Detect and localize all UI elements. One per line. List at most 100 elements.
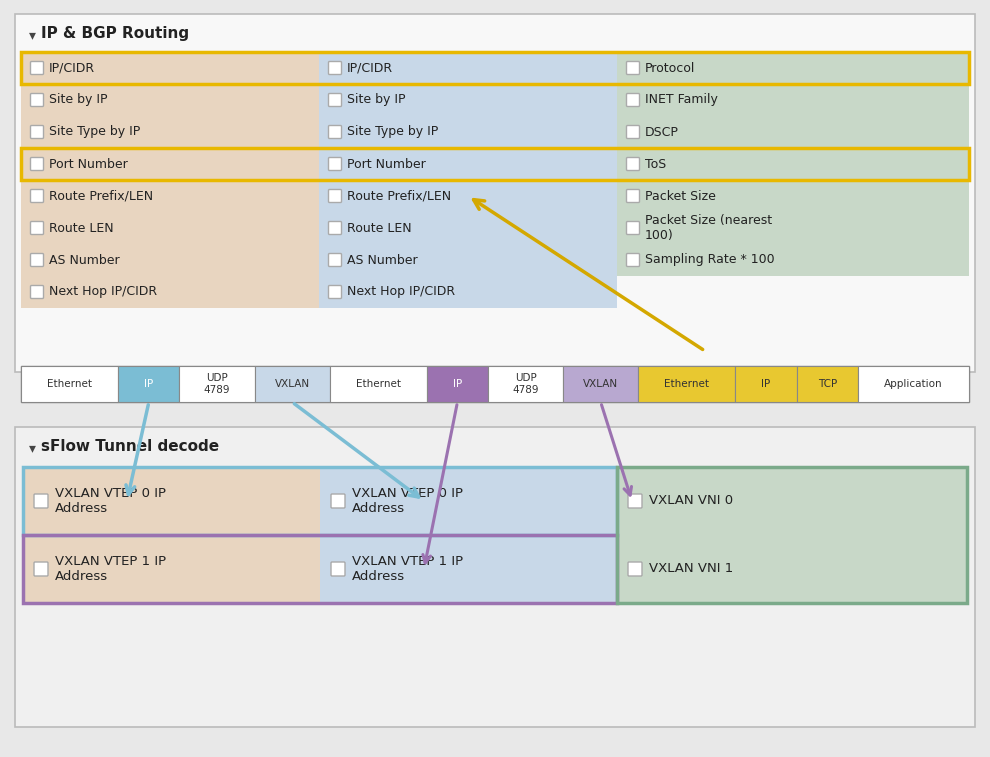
FancyBboxPatch shape	[31, 254, 44, 266]
FancyBboxPatch shape	[329, 126, 342, 139]
FancyBboxPatch shape	[627, 61, 640, 74]
Text: Ethernet: Ethernet	[355, 379, 401, 389]
Text: UDP
4789: UDP 4789	[204, 373, 231, 395]
Text: Ethernet: Ethernet	[664, 379, 709, 389]
Text: sFlow Tunnel decode: sFlow Tunnel decode	[41, 439, 219, 454]
Bar	[23, 535, 617, 603]
FancyBboxPatch shape	[329, 285, 342, 298]
Text: Application: Application	[884, 379, 942, 389]
Text: ▾: ▾	[29, 28, 36, 42]
Text: VXLAN VTEP 1 IP
Address: VXLAN VTEP 1 IP Address	[55, 555, 166, 583]
Text: AS Number: AS Number	[347, 254, 418, 266]
Text: Route Prefix/LEN: Route Prefix/LEN	[49, 189, 153, 203]
Bar	[21, 52, 969, 84]
Text: Site Type by IP: Site Type by IP	[49, 126, 141, 139]
Text: VXLAN VTEP 0 IP
Address: VXLAN VTEP 0 IP Address	[352, 487, 463, 515]
Text: IP: IP	[145, 379, 153, 389]
FancyBboxPatch shape	[627, 189, 640, 203]
FancyBboxPatch shape	[331, 562, 345, 576]
Text: Sampling Rate * 100: Sampling Rate * 100	[645, 254, 774, 266]
Text: VXLAN VTEP 0 IP
Address: VXLAN VTEP 0 IP Address	[55, 487, 166, 515]
Bar	[23, 467, 320, 603]
FancyBboxPatch shape	[329, 222, 342, 235]
Bar	[21, 148, 969, 180]
Bar	[427, 366, 488, 402]
Text: AS Number: AS Number	[49, 254, 120, 266]
Bar	[736, 366, 797, 402]
Bar	[254, 366, 330, 402]
Text: Packet Size: Packet Size	[645, 189, 716, 203]
FancyBboxPatch shape	[31, 285, 44, 298]
Text: VXLAN VNI 0: VXLAN VNI 0	[649, 494, 734, 507]
FancyBboxPatch shape	[627, 254, 640, 266]
Text: IP & BGP Routing: IP & BGP Routing	[41, 26, 189, 41]
Text: Site Type by IP: Site Type by IP	[347, 126, 439, 139]
FancyBboxPatch shape	[627, 222, 640, 235]
Text: Next Hop IP/CIDR: Next Hop IP/CIDR	[347, 285, 455, 298]
Bar	[639, 366, 736, 402]
FancyBboxPatch shape	[34, 494, 48, 508]
Text: Site by IP: Site by IP	[347, 94, 406, 107]
Bar	[21, 366, 969, 402]
Text: IP/CIDR: IP/CIDR	[49, 61, 95, 74]
Text: ToS: ToS	[645, 157, 666, 170]
Bar	[488, 366, 563, 402]
FancyBboxPatch shape	[31, 126, 44, 139]
FancyBboxPatch shape	[329, 254, 342, 266]
Bar	[118, 366, 179, 402]
Bar	[179, 366, 254, 402]
Text: DSCP: DSCP	[645, 126, 679, 139]
FancyBboxPatch shape	[331, 494, 345, 508]
Text: Port Number: Port Number	[49, 157, 128, 170]
Text: VXLAN VNI 1: VXLAN VNI 1	[649, 562, 734, 575]
Text: VXLAN VTEP 1 IP
Address: VXLAN VTEP 1 IP Address	[352, 555, 463, 583]
Bar	[23, 467, 617, 535]
Text: Packet Size (nearest
100): Packet Size (nearest 100)	[645, 214, 772, 242]
FancyBboxPatch shape	[34, 562, 48, 576]
Bar	[320, 467, 617, 603]
FancyBboxPatch shape	[329, 94, 342, 107]
Bar	[617, 467, 967, 603]
FancyBboxPatch shape	[31, 222, 44, 235]
Text: VXLAN: VXLAN	[274, 379, 310, 389]
FancyBboxPatch shape	[627, 157, 640, 170]
FancyBboxPatch shape	[31, 61, 44, 74]
Text: Route Prefix/LEN: Route Prefix/LEN	[347, 189, 451, 203]
Text: ▾: ▾	[29, 441, 36, 455]
Text: Ethernet: Ethernet	[48, 379, 92, 389]
Text: Port Number: Port Number	[347, 157, 426, 170]
Bar	[15, 14, 975, 372]
FancyBboxPatch shape	[329, 189, 342, 203]
Bar	[857, 366, 969, 402]
Text: Route LEN: Route LEN	[347, 222, 412, 235]
Bar	[563, 366, 639, 402]
FancyBboxPatch shape	[627, 126, 640, 139]
Text: IP/CIDR: IP/CIDR	[347, 61, 393, 74]
Bar	[21, 366, 118, 402]
Text: VXLAN: VXLAN	[583, 379, 618, 389]
FancyBboxPatch shape	[31, 94, 44, 107]
Text: Route LEN: Route LEN	[49, 222, 114, 235]
FancyBboxPatch shape	[627, 94, 640, 107]
Bar	[21, 52, 319, 308]
FancyBboxPatch shape	[628, 494, 642, 508]
Bar	[15, 427, 975, 727]
Text: INET Family: INET Family	[645, 94, 718, 107]
Text: TCP: TCP	[818, 379, 837, 389]
Text: Protocol: Protocol	[645, 61, 695, 74]
Bar	[617, 52, 969, 276]
Bar	[617, 467, 967, 603]
Text: Next Hop IP/CIDR: Next Hop IP/CIDR	[49, 285, 157, 298]
FancyBboxPatch shape	[329, 61, 342, 74]
Text: IP: IP	[452, 379, 462, 389]
Bar	[797, 366, 857, 402]
FancyBboxPatch shape	[31, 157, 44, 170]
Bar	[319, 52, 617, 308]
Text: UDP
4789: UDP 4789	[513, 373, 539, 395]
FancyBboxPatch shape	[31, 189, 44, 203]
Bar	[330, 366, 427, 402]
Text: Site by IP: Site by IP	[49, 94, 108, 107]
FancyBboxPatch shape	[628, 562, 642, 576]
FancyBboxPatch shape	[329, 157, 342, 170]
Text: IP: IP	[761, 379, 770, 389]
